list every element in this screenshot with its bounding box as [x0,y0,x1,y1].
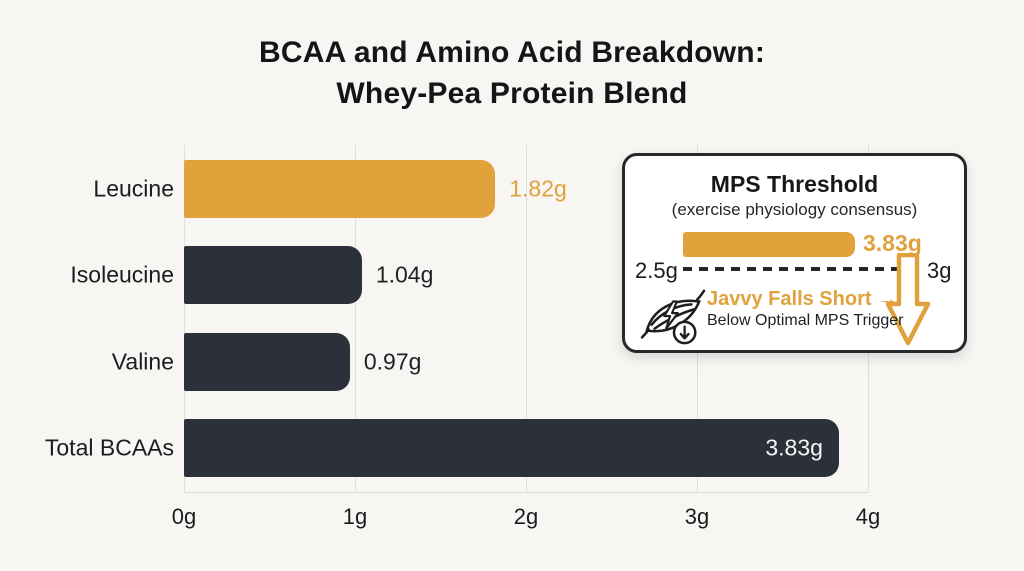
bar-chart-plot-area: Leucine 1.82g Isoleucine 1.04g Valine 0.… [45,145,880,529]
down-arrow-icon [885,253,931,346]
inset-title: MPS Threshold [710,171,879,197]
x-axis-line [184,492,868,493]
gridline-0g [184,145,185,492]
bar-row-leucine: Leucine 1.82g [93,160,868,218]
threshold-low-label: 2.5g [635,258,678,283]
category-label: Isoleucine [70,261,174,288]
inset-bar-value: 3.83g [863,230,922,256]
bar-leucine [184,160,496,218]
x-tick-1g: 1g [342,504,368,529]
value-label: 3.83g [765,434,823,461]
inset-total-bcaa-bar [683,232,855,257]
gridline-2g [526,145,527,492]
category-label: Leucine [93,175,174,202]
x-tick-3g: 3g [684,504,710,529]
value-label: 0.97g [363,348,422,375]
x-tick-4g: 4g [855,504,881,529]
chart-title-line2: Whey-Pea Protein Blend [336,77,688,110]
inset-subtitle: (exercise physiology consensus) [671,200,918,219]
bar-isoleucine [184,246,362,304]
x-tick-2g: 2g [513,504,539,529]
chart-title-line1: BCAA and Amino Acid Breakdown: [258,36,766,69]
bar-row-isoleucine: Isoleucine 1.04g [70,246,868,304]
mps-threshold-callout-box: MPS Threshold (exercise physiology conse… [622,153,967,353]
inset-callout-subtext: Below Optimal MPS Trigger [707,312,904,329]
category-label: Total BCAAs [44,434,174,461]
bar-valine [184,333,350,391]
category-label: Valine [111,348,174,375]
callout-label: Javvy Falls Short [707,288,872,310]
gridline-1g [355,145,356,492]
threshold-high-label: 3g [927,258,952,283]
chart-title: BCAA and Amino Acid Breakdown: Whey-Pea … [0,32,1024,114]
bar-total-bcaas [184,419,839,477]
x-tick-0g: 0g [171,504,197,529]
threshold-dashed-line [683,267,921,271]
value-label: 1.04g [375,261,434,288]
inset-callout-text: Javvy Falls Short → [707,288,898,311]
muscle-icon [640,289,706,345]
right-arrow-icon: → [877,288,898,310]
value-label: 1.82g [509,175,567,202]
bar-row-total-bcaas: Total BCAAs 3.83g [45,419,868,477]
bar-row-valine: Valine 0.97g [112,333,868,391]
